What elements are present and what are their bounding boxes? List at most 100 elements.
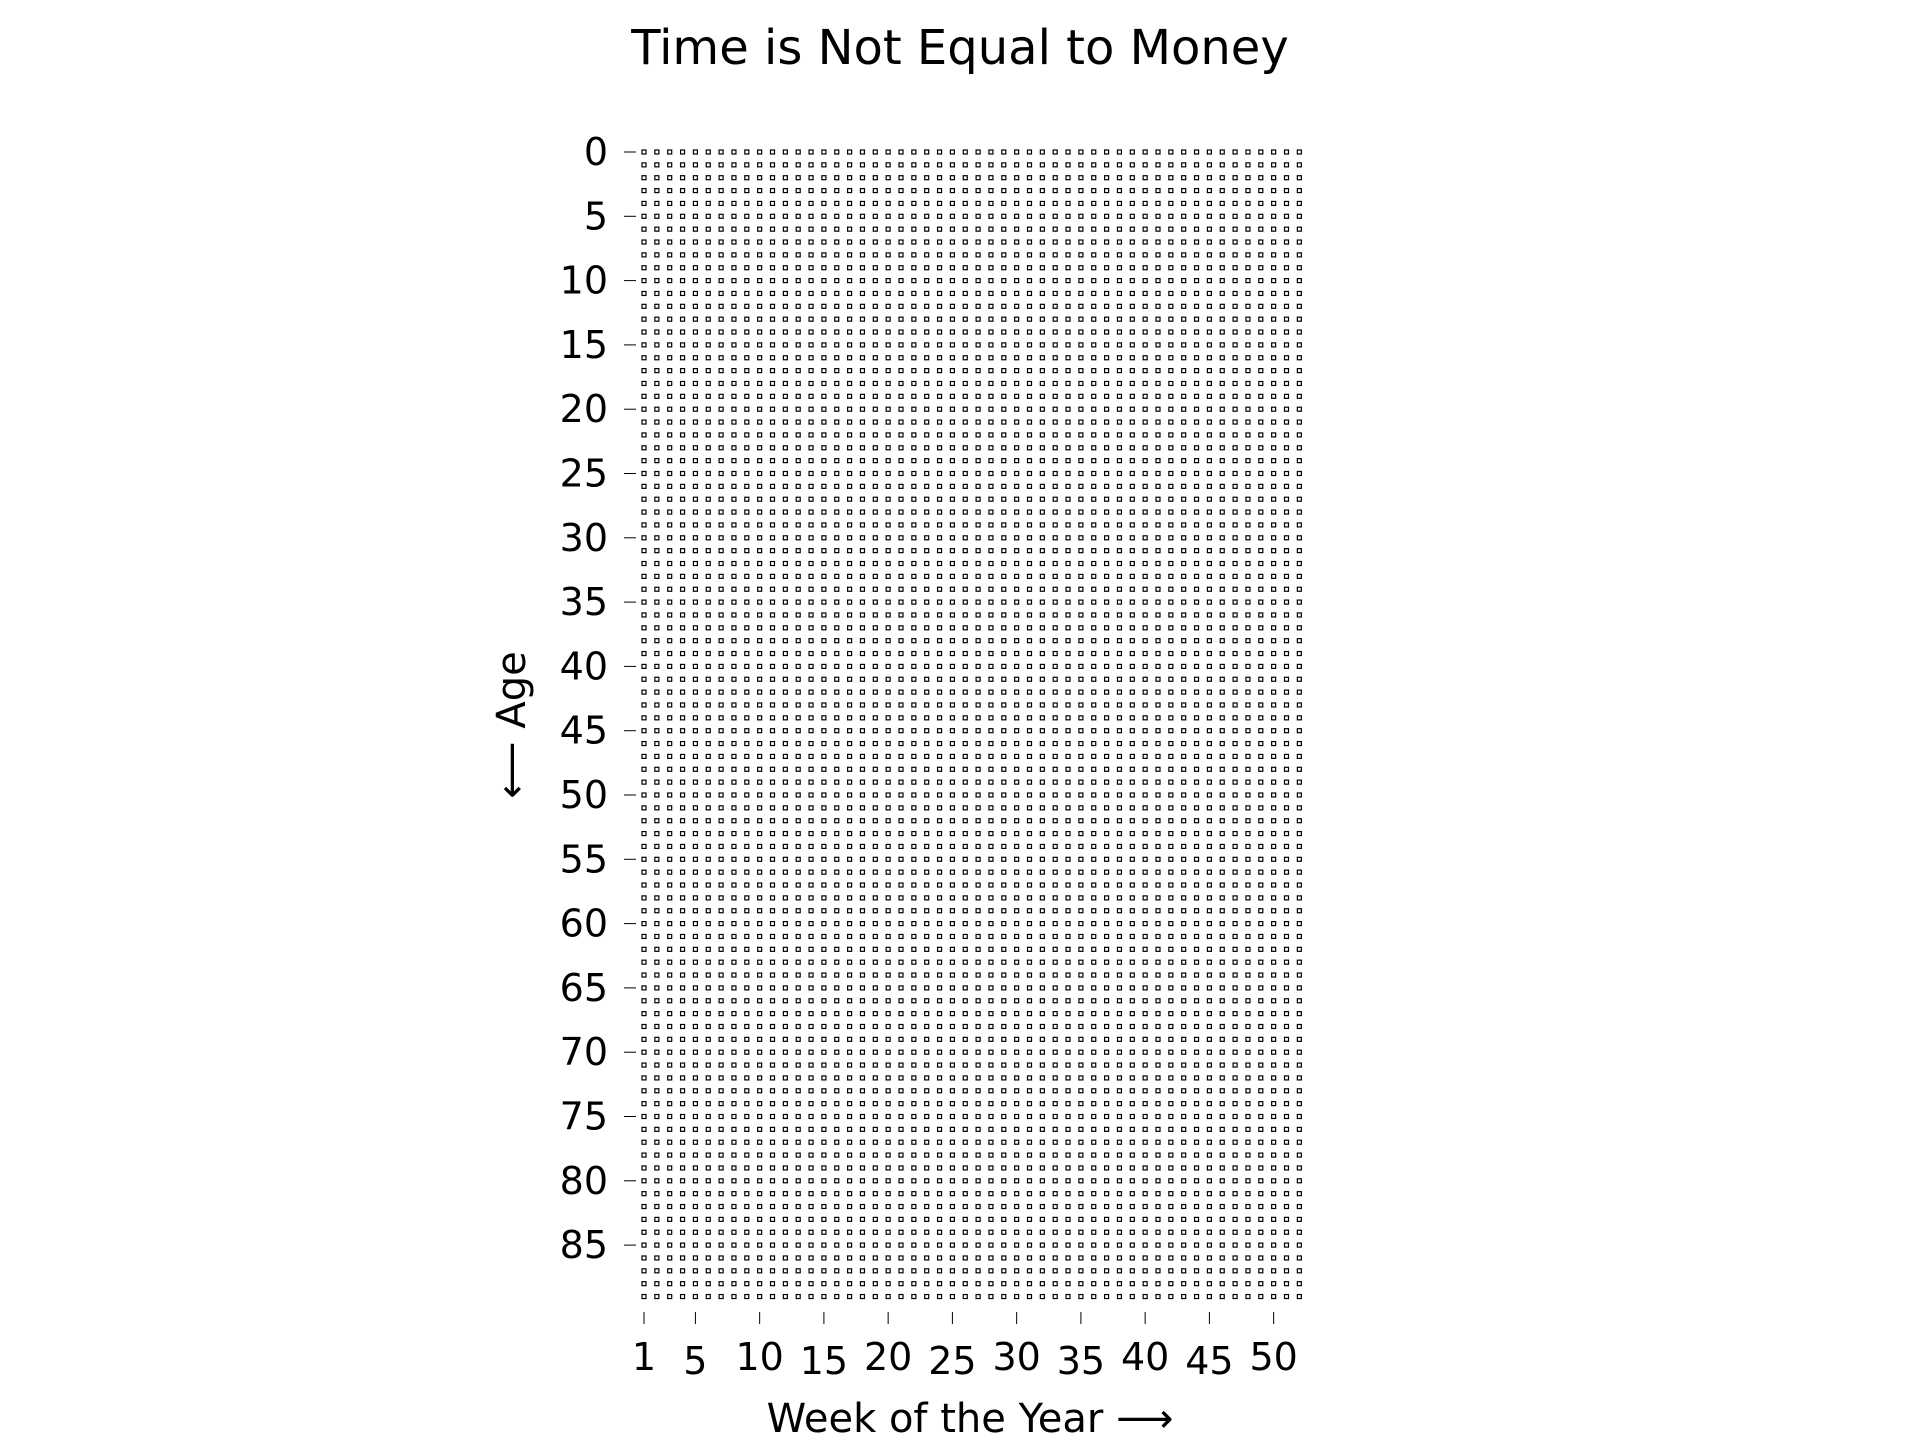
week-dot [846,419,853,425]
week-dot [1283,946,1290,952]
week-dot [795,1113,801,1120]
week-dot [1258,560,1264,567]
week-dot [1103,1062,1110,1068]
week-dot [1039,1101,1045,1107]
week-dot [757,187,763,194]
week-dot [769,1242,776,1248]
week-dot [1219,1268,1225,1274]
week-dot [769,805,776,811]
week-dot [641,830,647,837]
y-tick-label: 15 [560,323,608,367]
week-dot [1296,1229,1302,1235]
week-dot [988,676,994,682]
week-dot [744,830,750,837]
week-dot [949,187,956,194]
week-dot [757,586,763,592]
week-dot [911,535,917,541]
week-dot [1155,766,1161,772]
week-dot [1206,329,1213,335]
week-dot [769,818,776,824]
week-dot [718,1088,724,1094]
week-dot [769,612,776,618]
week-dot [1014,1023,1020,1030]
week-dot [1078,458,1084,464]
week-dot [988,1101,994,1107]
week-dot [1155,1152,1161,1158]
week-dot [744,1178,750,1184]
week-dot [1271,792,1277,798]
week-dot [1271,638,1277,644]
week-dot [872,1191,878,1197]
week-dot [975,496,981,502]
week-dot [1155,908,1161,914]
week-dot [1103,1049,1110,1055]
week-dot [1168,740,1174,747]
week-dot [1078,972,1084,978]
week-dot [821,342,827,348]
week-dot [667,792,673,798]
week-dot [795,689,801,695]
week-dot [757,766,763,772]
week-dot [1258,342,1264,348]
week-dot [988,458,994,464]
week-dot [808,882,814,888]
week-dot [1181,1101,1187,1107]
week-dot [1206,175,1213,181]
week-dot [1271,187,1277,194]
week-dot [782,303,788,309]
week-dot [949,766,956,772]
week-dot [898,805,904,811]
week-dot [1296,972,1302,978]
week-dot [872,1293,878,1300]
week-dot [1219,1023,1225,1030]
week-dot [1039,766,1045,772]
week-dot [705,355,711,361]
week-dot [846,612,853,618]
week-dot [1065,985,1071,991]
week-dot [1116,663,1123,670]
week-dot [821,548,827,554]
week-dot [1142,843,1148,850]
week-dot [1026,1075,1033,1081]
week-dot [962,985,968,991]
week-dot [936,728,943,734]
week-dot [1283,445,1290,451]
week-dot [1014,586,1020,592]
week-dot [731,1229,737,1235]
week-dot [911,612,917,618]
week-dot [1155,290,1161,297]
week-dot [834,1268,840,1274]
week-dot [975,329,981,335]
week-dot [782,612,788,618]
week-dot [641,586,647,592]
week-dot [1219,779,1225,785]
week-dot [1052,740,1058,747]
week-dot [1245,1023,1251,1030]
week-dot [1078,1139,1084,1145]
week-dot [731,1281,737,1287]
week-dot [1014,1113,1020,1120]
week-dot [654,1255,660,1261]
week-dot [1001,496,1007,502]
week-dot [1129,625,1135,631]
week-dot [936,445,943,451]
week-dot [1155,162,1161,168]
week-dot [1296,895,1302,901]
week-dot [975,689,981,695]
week-dot [1245,972,1251,978]
week-dot [1168,766,1174,772]
week-dot [1039,290,1045,297]
week-dot [1258,175,1264,181]
week-dot [1078,535,1084,541]
y-tick-label: 45 [560,709,608,753]
week-dot [936,265,943,271]
week-dot [769,715,776,721]
week-dot [731,175,737,181]
week-dot [846,1255,853,1261]
week-dot [1219,380,1225,387]
week-dot [1168,1242,1174,1248]
week-dot [718,638,724,644]
week-dot [1091,1036,1097,1042]
week-dot [654,1023,660,1030]
week-dot [718,290,724,297]
